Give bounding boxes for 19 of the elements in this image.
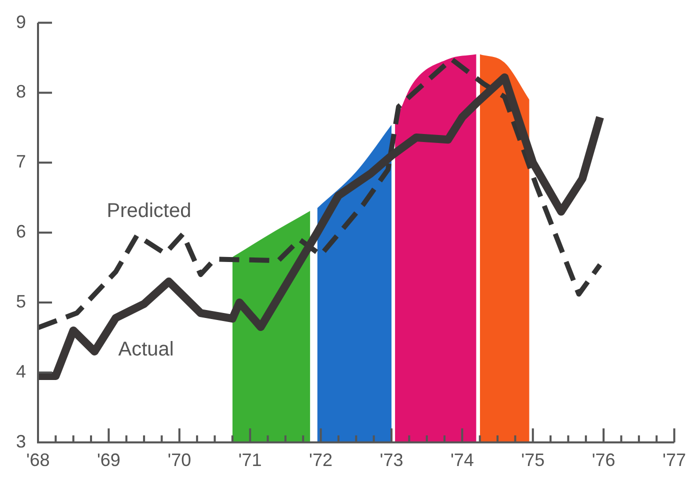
x-tick-label: '69 bbox=[96, 450, 120, 470]
x-tick-label: '75 bbox=[521, 450, 545, 470]
x-tick-label: '70 bbox=[168, 450, 192, 470]
series-label: Predicted bbox=[106, 200, 192, 222]
y-tick-label: 9 bbox=[16, 12, 26, 32]
y-tick-label: 4 bbox=[16, 361, 26, 382]
y-tick-label: 7 bbox=[16, 152, 26, 172]
series-label: Actual bbox=[118, 338, 174, 360]
y-tick-label: 6 bbox=[16, 222, 26, 242]
x-tick-label: '68 bbox=[26, 450, 50, 470]
x-tick-label: '73 bbox=[380, 450, 404, 470]
y-tick-label: 8 bbox=[16, 82, 26, 102]
y-tick-label: 3 bbox=[16, 431, 26, 452]
x-tick-label: '77 bbox=[662, 450, 686, 470]
x-tick-label: '76 bbox=[592, 450, 616, 470]
x-tick-label: '71 bbox=[238, 450, 262, 470]
y-tick-label: 5 bbox=[16, 292, 26, 312]
x-tick-label: '74 bbox=[450, 450, 474, 470]
x-tick-label: '72 bbox=[309, 450, 333, 470]
